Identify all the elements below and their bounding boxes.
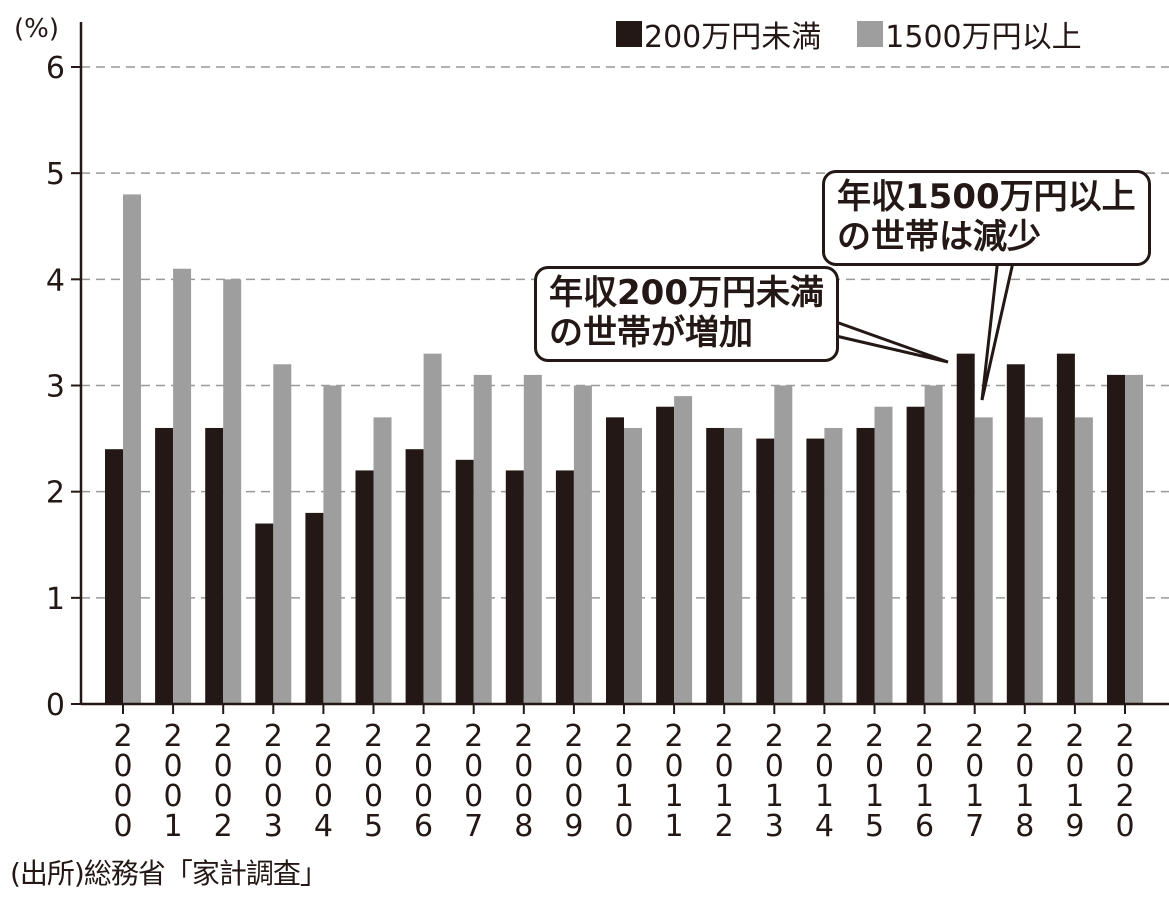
bar-high-income-2008 — [523, 374, 542, 704]
callout-low-income-increase: 年収200万円未満 の世帯が増加 — [534, 266, 839, 362]
bar-low-income-2003 — [255, 523, 274, 704]
bar-high-income-2016 — [924, 385, 943, 704]
bar-low-income-2001 — [155, 427, 174, 704]
bar-high-income-2020 — [1125, 374, 1143, 704]
bars — [105, 194, 1143, 704]
bar-low-income-2020 — [1107, 374, 1125, 704]
bar-high-income-2003 — [273, 364, 292, 704]
bar-low-income-2011 — [656, 406, 675, 704]
bar-low-income-2006 — [405, 449, 424, 704]
bar-high-income-2015 — [874, 406, 893, 704]
legend-swatch-low-income — [616, 21, 642, 47]
bar-low-income-2014 — [806, 438, 825, 704]
bar-low-income-2017 — [956, 353, 975, 704]
bar-high-income-2014 — [824, 427, 843, 704]
bar-low-income-2002 — [205, 427, 224, 704]
bar-high-income-2005 — [373, 417, 392, 704]
bar-high-income-2012 — [724, 427, 743, 704]
bar-high-income-2011 — [674, 396, 693, 704]
y-axis-unit-label: (%) — [14, 14, 59, 44]
bar-low-income-2016 — [906, 406, 925, 704]
bar-low-income-2013 — [756, 438, 775, 704]
y-tick-label: 5 — [46, 157, 65, 192]
callout-low-income-tail — [834, 319, 949, 364]
source-note: (出所)総務省「家計調査」 — [10, 857, 328, 890]
bar-low-income-2012 — [706, 427, 725, 704]
bar-high-income-2000 — [123, 194, 141, 704]
bar-low-income-2007 — [455, 459, 474, 704]
bar-high-income-2002 — [223, 279, 242, 704]
bar-low-income-2019 — [1056, 353, 1075, 704]
legend-swatch-high-income — [857, 21, 884, 47]
callout-high-income-line-1: 年収1500万円以上 — [837, 177, 1136, 217]
bar-low-income-2005 — [355, 470, 374, 704]
legend: 200万円未満 1500万円以上 — [616, 12, 1082, 56]
y-tick-label: 3 — [46, 370, 65, 405]
bar-high-income-2006 — [423, 353, 442, 704]
legend-label-low-income: 200万円未満 — [644, 20, 822, 55]
bar-high-income-2019 — [1074, 417, 1093, 704]
y-tick-label: 0 — [46, 688, 65, 723]
bar-high-income-2009 — [573, 385, 592, 704]
callout-high-income-line-2: の世帯は減少 — [837, 217, 1041, 257]
bar-high-income-2013 — [774, 385, 793, 704]
y-tick-label: 2 — [46, 476, 65, 511]
legend-label-high-income: 1500万円以上 — [885, 20, 1082, 55]
bar-high-income-2010 — [624, 427, 642, 704]
bar-high-income-2004 — [323, 385, 342, 704]
bar-low-income-2008 — [505, 470, 524, 704]
legend-item-high-income: 1500万円以上 — [857, 12, 1082, 56]
bar-low-income-2000 — [105, 449, 123, 704]
bar-high-income-2007 — [473, 374, 492, 704]
y-tick-label: 4 — [46, 263, 65, 298]
callout-low-income-line-1: 年収200万円未満 — [549, 273, 824, 313]
bar-high-income-2001 — [173, 268, 192, 704]
bar-high-income-2018 — [1024, 417, 1043, 704]
legend-item-low-income: 200万円未満 — [616, 12, 821, 56]
bar-low-income-2009 — [555, 470, 574, 704]
y-tick-label: 6 — [46, 51, 65, 86]
callout-high-income-decrease: 年収1500万円以上 の世帯は減少 — [822, 170, 1151, 266]
axes: 0 1 2 3 4 5 6 2 0 0 0 2 0 0 1 2 0 0 2 2 0 0 3 2 0 0 4 2 0 0 5 2 0 0 6 2 0 0 7 2… — [46, 22, 1169, 844]
bar-low-income-2010 — [606, 417, 624, 704]
y-tick-label: 1 — [46, 582, 65, 617]
bar-low-income-2004 — [305, 512, 324, 704]
bar-low-income-2018 — [1006, 364, 1025, 704]
bar-low-income-2015 — [856, 427, 875, 704]
bar-high-income-2017 — [974, 417, 993, 704]
callout-low-income-line-2: の世帯が増加 — [549, 313, 753, 353]
